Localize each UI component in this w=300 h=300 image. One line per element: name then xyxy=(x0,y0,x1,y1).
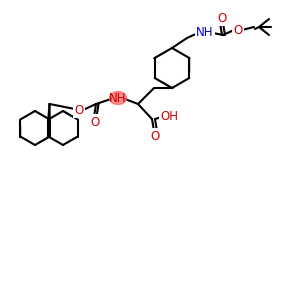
Ellipse shape xyxy=(110,92,127,104)
Text: O: O xyxy=(90,116,100,128)
Text: O: O xyxy=(218,11,226,25)
Text: NH: NH xyxy=(196,26,214,38)
Text: O: O xyxy=(233,23,243,37)
Text: O: O xyxy=(74,103,84,116)
Text: NH: NH xyxy=(109,92,127,104)
Text: O: O xyxy=(150,130,160,142)
Text: OH: OH xyxy=(160,110,178,124)
